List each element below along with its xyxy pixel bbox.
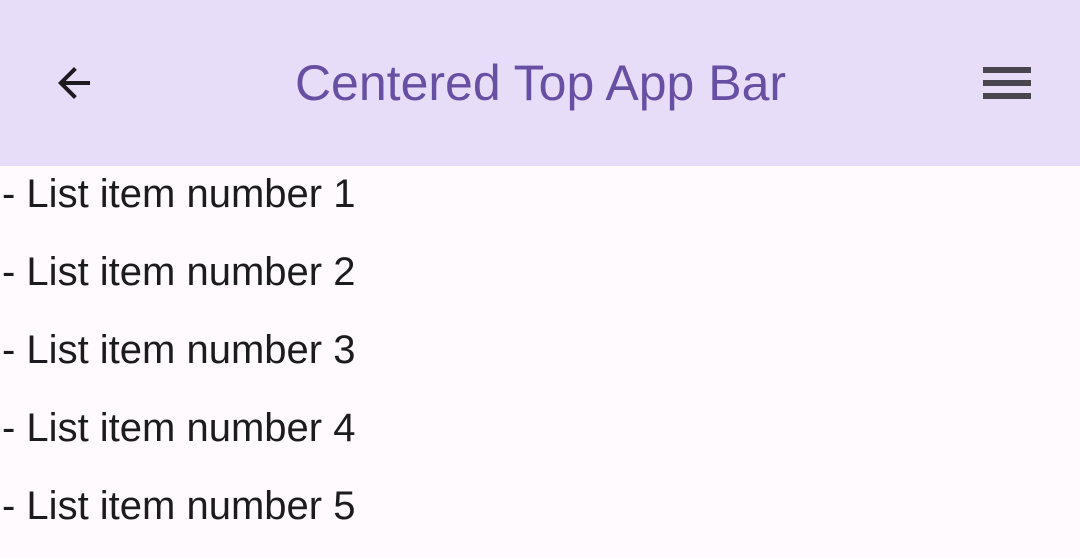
list-item: - List item number 1 (2, 172, 356, 216)
list-item: - List item number 3 (2, 328, 356, 372)
list-item: - List item number 2 (2, 250, 356, 294)
hamburger-menu-icon (983, 67, 1031, 99)
list-item: - List item number 5 (2, 484, 356, 528)
list-container[interactable]: - List item number 1 - List item number 2… (0, 166, 1080, 558)
menu-button[interactable] (983, 59, 1031, 107)
arrow-back-icon (50, 59, 98, 107)
back-button[interactable] (50, 59, 98, 107)
top-app-bar: Centered Top App Bar (0, 0, 1080, 166)
page-title: Centered Top App Bar (294, 55, 787, 111)
list-item: - List item number 4 (2, 406, 356, 450)
